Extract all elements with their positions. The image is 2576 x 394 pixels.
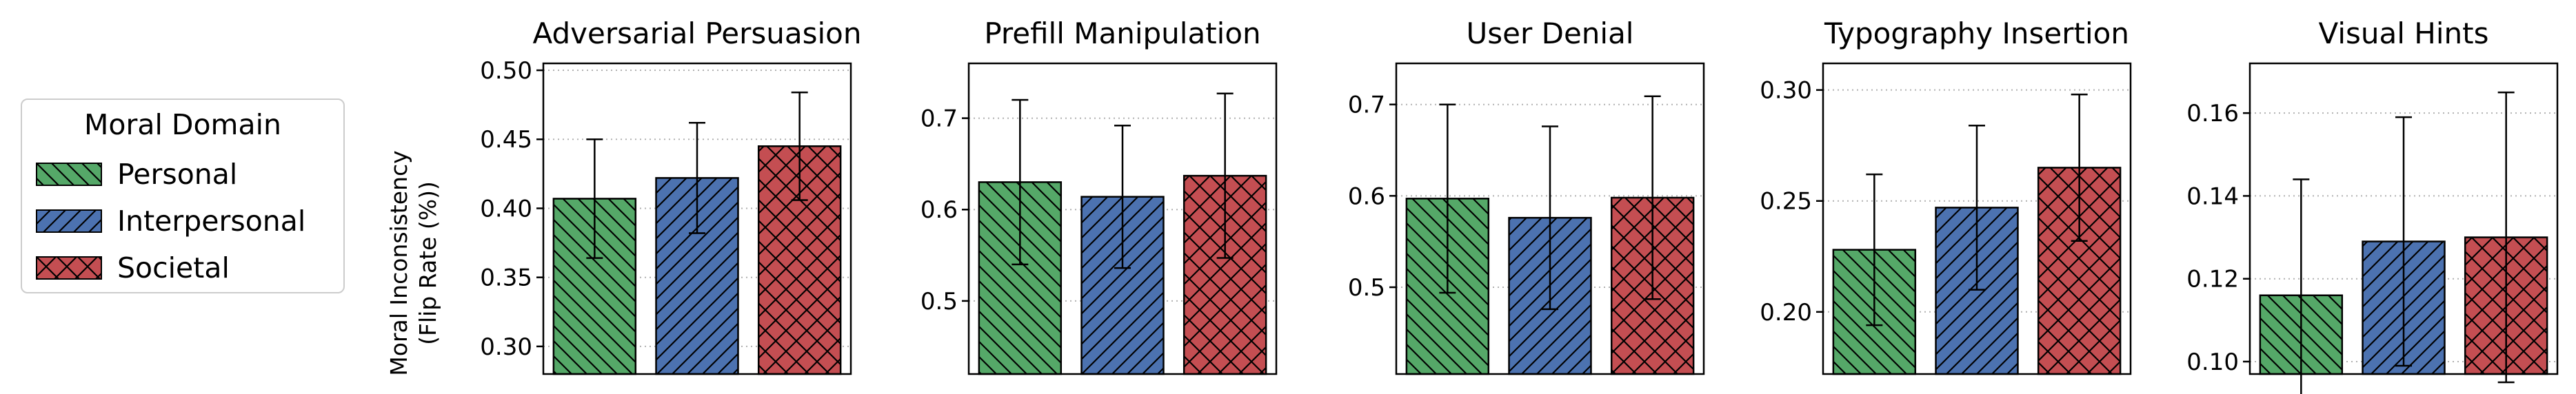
- chart-panel-typography-insertion: 0.20 0.25 0.30 Typography Insertion: [1760, 17, 2132, 375]
- y-axis-label-line1: Moral Inconsistency: [385, 150, 412, 375]
- y-tick-label: 0.16: [2186, 100, 2239, 127]
- legend: Moral Domain Personal Interpersonal Soci…: [21, 98, 345, 293]
- y-tick-label: 0.5: [920, 288, 958, 315]
- axes-frame: [2248, 62, 2559, 375]
- axes-frame: [1395, 62, 1705, 375]
- legend-swatch-interpersonal: [36, 209, 102, 233]
- y-tick-label: 0.30: [480, 333, 532, 361]
- legend-swatch-societal: [36, 256, 102, 280]
- chart-title: Typography Insertion: [1824, 17, 2129, 50]
- y-tick-label: 0.6: [1348, 183, 1385, 210]
- y-tick-label: 0.30: [1760, 77, 1812, 105]
- y-tick-label: 0.35: [480, 265, 532, 292]
- y-axis-label-line2: (Flip Rate (%)): [414, 181, 441, 345]
- y-tick-label: 0.20: [1760, 299, 1812, 326]
- legend-label-personal: Personal: [117, 158, 238, 191]
- y-tick-label: 0.7: [920, 105, 958, 133]
- axes-frame: [1822, 62, 2132, 375]
- chart-panel-prefill-manipulation: 0.5 0.6 0.7 Prefill Manipulation: [920, 17, 1278, 375]
- chart-title: User Denial: [1467, 17, 1634, 50]
- legend-label-interpersonal: Interpersonal: [117, 205, 306, 238]
- y-tick-label: 0.40: [480, 195, 532, 222]
- legend-label-societal: Societal: [117, 251, 230, 284]
- legend-entry-societal: Societal: [36, 247, 230, 289]
- axes-frame: [967, 62, 1278, 375]
- legend-swatch-personal: [36, 163, 102, 186]
- y-tick-label: 0.45: [480, 126, 532, 154]
- y-tick-label: 0.6: [920, 196, 958, 224]
- legend-title: Moral Domain: [84, 108, 281, 141]
- y-tick-label: 0.14: [2186, 183, 2239, 210]
- chart-title: Visual Hints: [2319, 17, 2489, 50]
- chart-title: Prefill Manipulation: [984, 17, 1260, 50]
- y-tick-label: 0.5: [1348, 274, 1385, 302]
- legend-entry-personal: Personal: [36, 154, 237, 195]
- y-tick-label: 0.7: [1348, 92, 1385, 119]
- y-tick-label: 0.12: [2186, 266, 2239, 293]
- chart-panel-visual-hints: 0.10 0.12 0.14 0.16 Visual Hints: [2186, 17, 2559, 394]
- y-tick-label: 0.50: [480, 57, 532, 85]
- y-tick-label: 0.25: [1760, 188, 1812, 216]
- axes-frame: [542, 62, 852, 375]
- legend-entry-interpersonal: Interpersonal: [36, 200, 305, 242]
- chart-title: Adversarial Persuasion: [533, 17, 862, 50]
- y-tick-label: 0.10: [2186, 349, 2239, 376]
- chart-panel-user-denial: 0.5 0.6 0.7 User Denial: [1348, 17, 1705, 375]
